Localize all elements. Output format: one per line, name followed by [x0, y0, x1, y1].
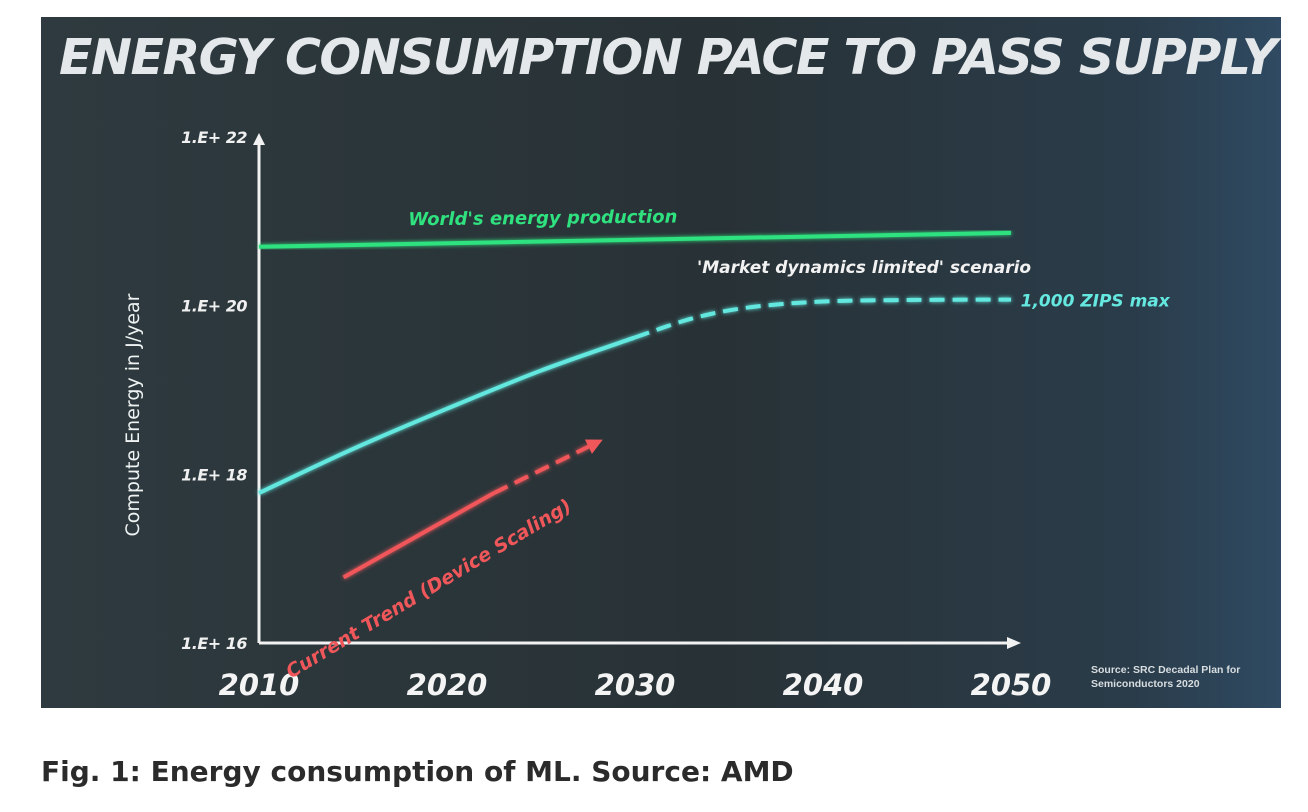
annotation-zips-max: 1,000 ZIPS max [1021, 292, 1171, 312]
series-label-world: World's energy production [408, 206, 677, 230]
series-line-4 [493, 440, 599, 495]
x-tick-label: 2050 [971, 668, 1052, 702]
series-label-trend: Current Trend (Device Scaling) [282, 495, 575, 683]
y-tick-label: 1.E+ 18 [181, 465, 247, 484]
series-line-3 [342, 491, 495, 580]
chart-title: ENERGY CONSUMPTION PACE TO PASS SUPPLY [59, 29, 1277, 86]
x-tick-label: 2040 [783, 668, 864, 702]
y-tick-label: 1.E+ 16 [181, 634, 247, 653]
y-tick-label: 1.E+ 20 [181, 297, 247, 316]
figure-caption: Fig. 1: Energy consumption of ML. Source… [41, 755, 794, 788]
x-tick-label: 2030 [595, 668, 676, 702]
x-tick-label: 2020 [407, 668, 488, 702]
x-axis-arrow [1007, 637, 1021, 649]
y-tick-label: 1.E+ 22 [181, 128, 247, 147]
series-line-1 [258, 335, 636, 495]
y-axis-arrow [253, 133, 265, 145]
chart-slide: ENERGY CONSUMPTION PACE TO PASS SUPPLY 1… [41, 17, 1281, 708]
y-axis-label: Compute Energy in J/year [122, 293, 144, 536]
trend-arrow-head [584, 439, 603, 454]
x-tick-label: 2010 [219, 668, 300, 702]
chart-plot: 1.E+ 16 1.E+ 18 1.E+ 20 1.E+ 22 2010 2020 2030… [122, 128, 1171, 702]
series-label-market: 'Market dynamics limited' scenario [697, 258, 1031, 278]
series-line-2 [634, 297, 1012, 340]
series-line-0 [258, 230, 1012, 249]
source-note: Source: SRC Decadal Plan for Semiconduct… [1091, 664, 1241, 690]
